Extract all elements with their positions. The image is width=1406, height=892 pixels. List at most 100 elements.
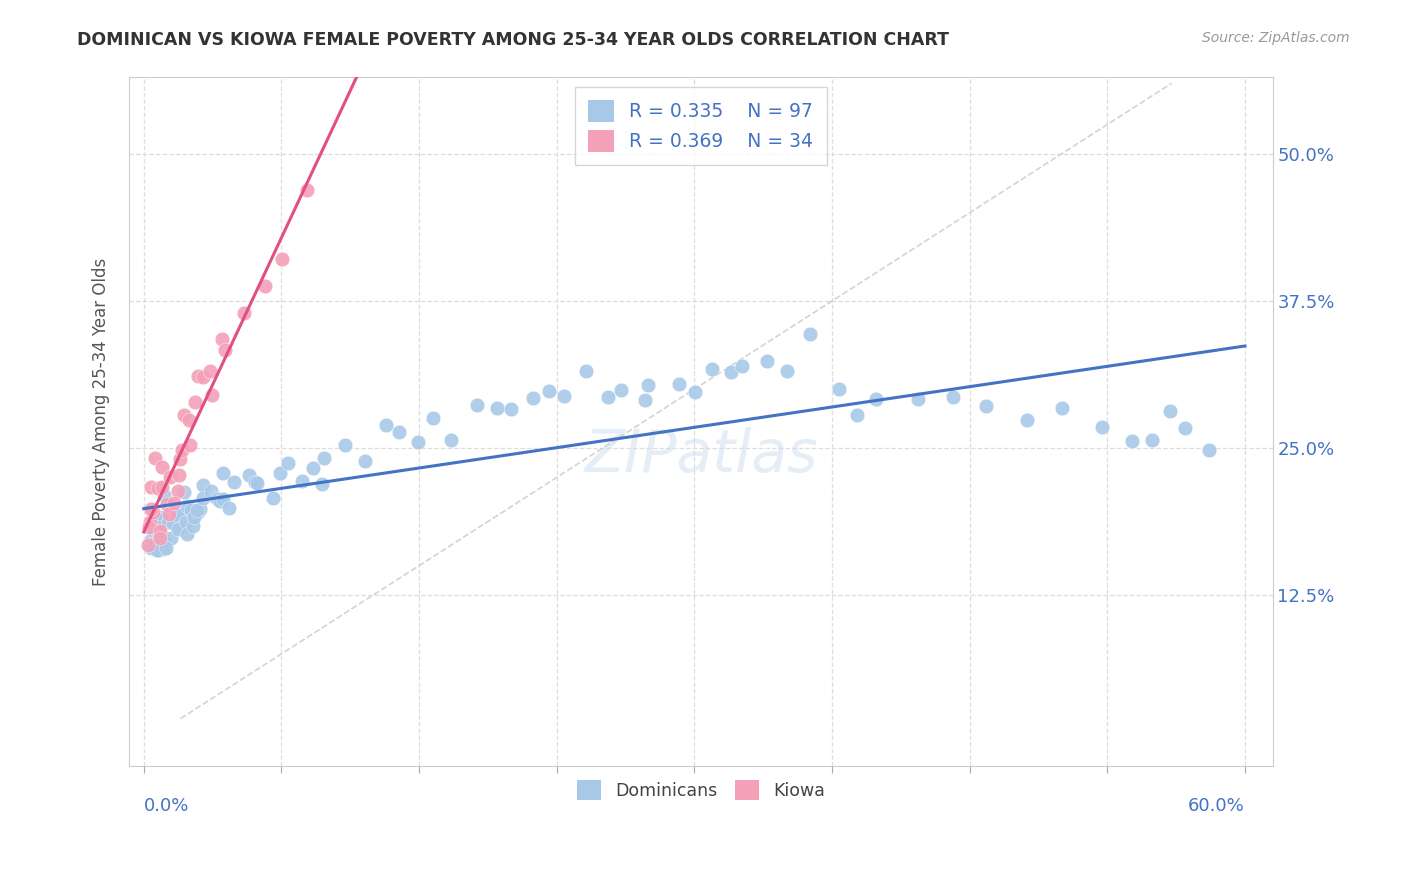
Point [610, 384, 633, 398]
Point [187, 505, 209, 519]
Point [183, 509, 205, 524]
Point [198, 364, 221, 378]
Point [828, 382, 851, 396]
Point [776, 363, 799, 377]
Point [634, 392, 657, 407]
Point [1140, 434, 1163, 448]
Point [167, 483, 190, 498]
Point [388, 425, 411, 439]
Point [422, 411, 444, 425]
Point [167, 523, 190, 537]
Point [799, 327, 821, 342]
Point [193, 477, 215, 491]
Point [1121, 434, 1143, 449]
Point [148, 539, 170, 553]
Point [152, 533, 174, 548]
Point [683, 384, 706, 399]
Point [1091, 419, 1114, 434]
Point [139, 516, 162, 530]
Point [201, 388, 224, 402]
Point [254, 279, 277, 293]
Text: DOMINICAN VS KIOWA FEMALE POVERTY AMONG 25-34 YEAR OLDS CORRELATION CHART: DOMINICAN VS KIOWA FEMALE POVERTY AMONG … [77, 31, 949, 49]
Point [1174, 421, 1197, 435]
Point [188, 501, 211, 516]
Point [187, 369, 209, 384]
Point [522, 391, 544, 405]
Point [159, 470, 181, 484]
Point [637, 378, 659, 392]
Point [148, 520, 170, 534]
Point [1050, 401, 1073, 415]
Point [142, 536, 165, 550]
Point [142, 505, 165, 519]
Point [222, 475, 245, 489]
Point [756, 354, 779, 368]
Point [152, 533, 174, 548]
Point [465, 398, 488, 412]
Point [149, 531, 172, 545]
Legend: Dominicans, Kiowa: Dominicans, Kiowa [568, 772, 834, 808]
Point [270, 252, 292, 266]
Point [149, 524, 172, 538]
Point [139, 541, 162, 555]
Point [167, 508, 190, 523]
Point [668, 377, 690, 392]
Point [499, 401, 522, 416]
Point [1159, 403, 1181, 417]
Point [156, 497, 179, 511]
Point [232, 306, 254, 320]
Point [207, 492, 229, 507]
Point [145, 451, 167, 466]
Point [238, 467, 260, 482]
Text: 0.0%: 0.0% [143, 797, 190, 814]
Point [262, 491, 284, 505]
Point [173, 485, 195, 500]
Point [865, 392, 887, 407]
Point [179, 413, 201, 427]
Point [139, 533, 162, 547]
Point [170, 519, 193, 533]
Point [1015, 413, 1038, 427]
Point [159, 531, 181, 545]
Point [211, 467, 233, 481]
Point [176, 526, 198, 541]
Point [142, 521, 165, 535]
Point [209, 493, 232, 508]
Point [146, 542, 169, 557]
Point [211, 332, 233, 346]
Text: Source: ZipAtlas.com: Source: ZipAtlas.com [1202, 31, 1350, 45]
Point [149, 510, 172, 524]
Point [311, 476, 333, 491]
Point [180, 502, 202, 516]
Point [354, 453, 377, 467]
Point [138, 520, 160, 534]
Text: ZIPatlas: ZIPatlas [583, 427, 817, 484]
Point [974, 399, 997, 413]
Point [179, 438, 201, 452]
Point [243, 475, 266, 489]
Point [186, 502, 208, 516]
Point [145, 517, 167, 532]
Point [139, 501, 162, 516]
Point [295, 183, 318, 197]
Point [845, 408, 868, 422]
Point [218, 500, 240, 515]
Point [214, 343, 236, 358]
Point [167, 468, 190, 483]
Point [149, 511, 172, 525]
Point [212, 491, 235, 506]
Point [155, 541, 177, 556]
Point [301, 461, 323, 475]
Point [277, 456, 299, 470]
Point [141, 480, 163, 494]
Point [181, 518, 204, 533]
Point [269, 466, 291, 480]
Point [720, 365, 742, 379]
Point [169, 452, 191, 467]
Point [598, 390, 620, 404]
Point [176, 500, 198, 514]
Point [166, 507, 188, 521]
Point [173, 409, 195, 423]
Point [136, 538, 159, 552]
Point [156, 515, 179, 529]
